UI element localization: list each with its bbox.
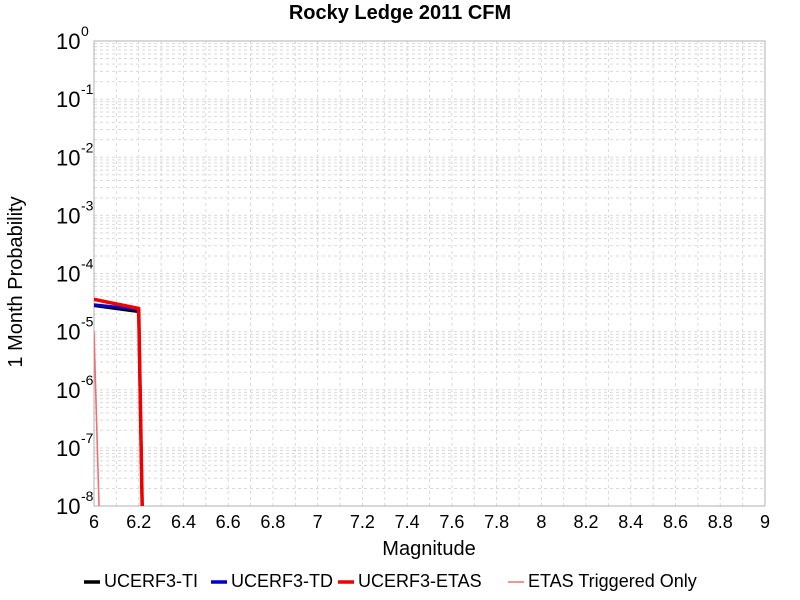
x-tick-label: 7 — [313, 512, 323, 532]
y-tick-exponent: -6 — [81, 372, 94, 388]
legend-item: UCERF3-TD — [211, 571, 333, 591]
x-axis-label: Magnitude — [382, 538, 475, 560]
plot-frame — [93, 40, 766, 507]
x-tick-label: 8.6 — [663, 512, 688, 532]
series-line-ucerf3-etas — [94, 297, 144, 506]
y-tick-exponent: 0 — [81, 23, 89, 39]
x-tick-label: 9 — [760, 512, 770, 532]
legend-item: ETAS Triggered Only — [508, 571, 697, 591]
x-tick-label: 6.4 — [171, 512, 196, 532]
series-line-etas-triggered-only — [94, 331, 100, 506]
x-tick-label: 7.2 — [350, 512, 375, 532]
y-tick-exponent: -5 — [81, 314, 94, 330]
y-tick-label: 10 -7 — [56, 430, 94, 461]
x-tick-label: 7.6 — [439, 512, 464, 532]
x-tick-label: 6.6 — [216, 512, 241, 532]
x-tick-label: 6.8 — [260, 512, 285, 532]
x-axis-ticks: 6 6.2 6.4 6.6 6.8 7 7.2 7.4 7.6 7.8 8 8.2 8.4 8.6 8.8 9 — [89, 512, 770, 532]
y-tick-label: 10 -1 — [56, 81, 94, 112]
y-tick-base: 10 — [56, 87, 80, 112]
grid — [94, 41, 765, 506]
x-tick-label: 7.4 — [395, 512, 420, 532]
x-tick-label: 8.2 — [574, 512, 599, 532]
y-tick-exponent: -2 — [81, 139, 94, 155]
y-tick-base: 10 — [56, 320, 80, 345]
y-tick-label: 10 -4 — [56, 256, 94, 287]
legend-label: UCERF3-TI — [104, 571, 198, 591]
x-tick-label: 8.8 — [708, 512, 733, 532]
y-tick-label: 10 -5 — [56, 314, 94, 345]
y-tick-base: 10 — [56, 494, 80, 519]
x-tick-label: 6 — [89, 512, 99, 532]
y-tick-label: 10 0 — [56, 23, 89, 54]
x-tick-label: 7.8 — [484, 512, 509, 532]
legend: UCERF3-TI UCERF3-TD UCERF3-ETAS ETAS Trigge… — [84, 571, 697, 591]
y-tick-label: 10 -3 — [56, 197, 94, 228]
y-tick-base: 10 — [56, 436, 80, 461]
y-tick-exponent: -8 — [81, 488, 94, 504]
chart-title: Rocky Ledge 2011 CFM — [289, 2, 511, 24]
y-tick-base: 10 — [56, 378, 80, 403]
x-tick-label: 6.2 — [126, 512, 151, 532]
legend-item: UCERF3-TI — [84, 571, 198, 591]
legend-item: UCERF3-ETAS — [338, 571, 482, 591]
y-tick-label: 10 -2 — [56, 139, 94, 170]
legend-label: UCERF3-ETAS — [358, 571, 482, 591]
y-tick-exponent: -1 — [81, 81, 94, 97]
legend-label: ETAS Triggered Only — [528, 571, 697, 591]
y-tick-base: 10 — [56, 29, 80, 54]
y-tick-label: 10 -6 — [56, 372, 94, 403]
series-layer — [94, 297, 144, 506]
y-axis-label: 1 Month Probability — [5, 196, 27, 367]
y-tick-exponent: -4 — [81, 256, 94, 272]
y-tick-base: 10 — [56, 145, 80, 170]
x-tick-label: 8 — [536, 512, 546, 532]
y-tick-label: 10 -8 — [56, 488, 94, 519]
legend-label: UCERF3-TD — [231, 571, 333, 591]
y-tick-base: 10 — [56, 203, 80, 228]
y-tick-base: 10 — [56, 262, 80, 287]
x-tick-label: 8.4 — [618, 512, 643, 532]
y-tick-exponent: -3 — [81, 197, 94, 213]
y-tick-exponent: -7 — [81, 430, 94, 446]
